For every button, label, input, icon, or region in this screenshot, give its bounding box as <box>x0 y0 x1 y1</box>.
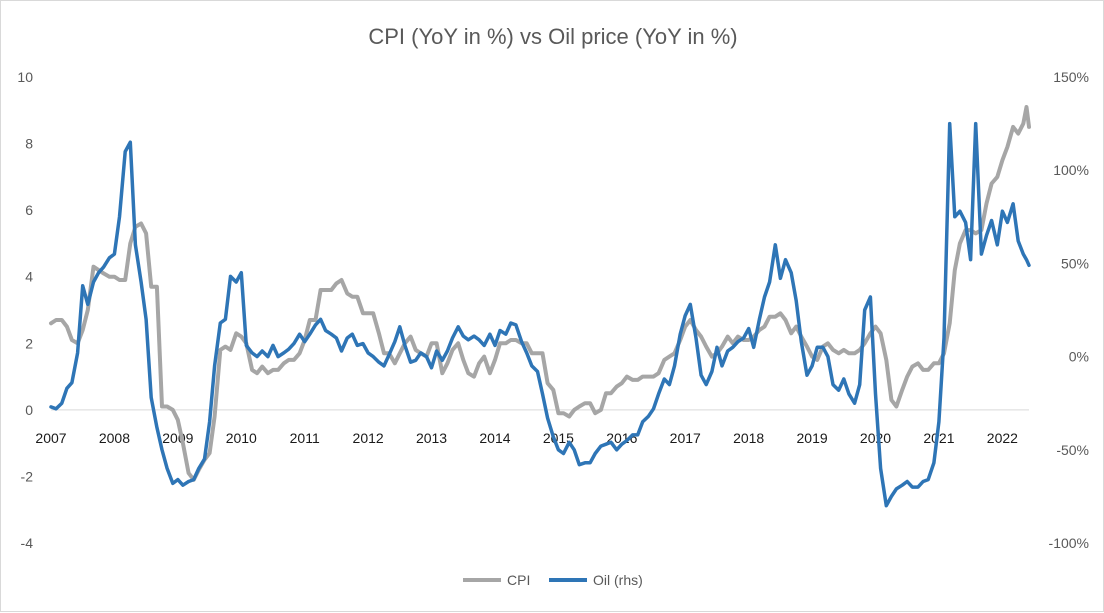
y-axis-right-tick-labels: -100% -50% 0% 50% 100% 150% <box>1049 69 1089 551</box>
y-left-tick-label: 0 <box>25 402 33 418</box>
x-tick-label: 2010 <box>226 430 257 446</box>
y-left-tick-label: 8 <box>25 136 33 152</box>
y-left-tick-label: 4 <box>25 269 33 285</box>
y-left-tick-label: 10 <box>17 69 33 85</box>
x-tick-label: 2014 <box>479 430 510 446</box>
y-right-tick-label: 50% <box>1061 255 1089 271</box>
series-line-oil <box>49 121 1031 508</box>
x-tick-label: 2011 <box>290 430 320 446</box>
y-right-tick-label: 100% <box>1053 162 1089 178</box>
legend-label: CPI <box>507 572 530 588</box>
series-line-cpi <box>49 105 1031 482</box>
x-tick-label: 2007 <box>35 430 66 446</box>
legend-label: Oil (rhs) <box>593 572 643 588</box>
y-left-tick-label: -4 <box>21 535 34 551</box>
y-right-tick-label: 150% <box>1053 69 1089 85</box>
y-right-tick-label: -50% <box>1056 442 1089 458</box>
y-left-tick-label: -2 <box>21 468 34 484</box>
x-tick-label: 2019 <box>797 430 828 446</box>
y-right-tick-label: -100% <box>1049 535 1089 551</box>
legend: CPI Oil (rhs) <box>463 572 643 588</box>
y-left-tick-label: 2 <box>25 335 33 351</box>
x-tick-label: 2009 <box>162 430 193 446</box>
x-tick-label: 2008 <box>99 430 130 446</box>
chart-title: CPI (YoY in %) vs Oil price (YoY in %) <box>368 24 737 49</box>
x-tick-label: 2022 <box>987 430 1018 446</box>
x-tick-label: 2012 <box>353 430 384 446</box>
x-tick-label: 2013 <box>416 430 447 446</box>
x-tick-label: 2020 <box>860 430 891 446</box>
y-left-tick-label: 6 <box>25 202 33 218</box>
y-right-tick-label: 0% <box>1069 349 1089 365</box>
x-tick-label: 2018 <box>733 430 764 446</box>
y-axis-left-tick-labels: -4 -2 0 2 4 6 8 10 <box>17 69 33 551</box>
x-tick-label: 2021 <box>923 430 954 446</box>
x-tick-label: 2017 <box>670 430 701 446</box>
series-lines <box>49 105 1031 508</box>
x-tick-label: 2016 <box>606 430 637 446</box>
